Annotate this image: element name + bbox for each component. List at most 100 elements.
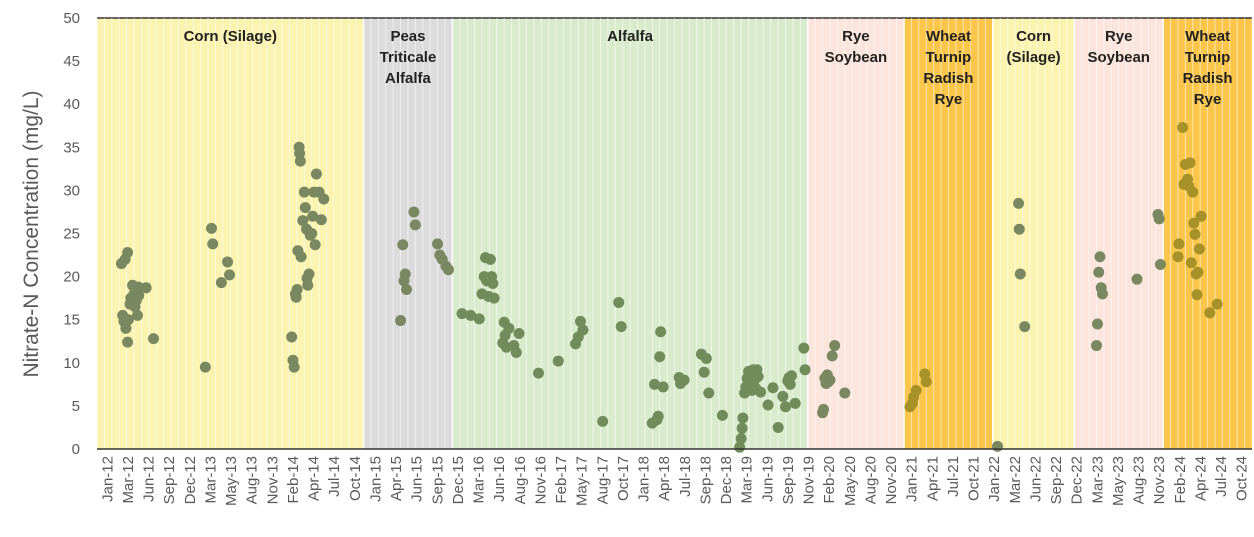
data-point <box>767 382 779 394</box>
x-tick-label: Mar-13 <box>202 456 219 504</box>
data-point <box>992 440 1004 452</box>
x-tick-label: Dec-18 <box>718 456 735 504</box>
crop-label-line: Soybean <box>825 49 888 66</box>
crop-label-line: Rye <box>1194 91 1222 108</box>
crop-label-line: Radish <box>923 70 973 87</box>
crop-label-line: Corn <box>1016 28 1051 45</box>
x-tick-label: Mar-16 <box>471 456 488 504</box>
y-tick-label: 25 <box>63 226 80 243</box>
x-tick-label: Jul-21 <box>945 456 962 497</box>
crop-label-line: Turnip <box>1185 49 1231 66</box>
data-point <box>207 238 219 250</box>
data-point <box>1014 268 1026 280</box>
crop-label-1: Peas Triticale Alfalfa <box>380 28 437 87</box>
x-tick-label: Aug-20 <box>862 456 879 504</box>
data-point <box>307 210 319 222</box>
vertical-gridlines <box>96 18 1253 449</box>
data-point <box>577 324 589 336</box>
data-point <box>399 268 411 280</box>
data-point <box>734 441 746 453</box>
data-point <box>654 351 666 363</box>
data-point <box>780 401 792 413</box>
x-tick-label: Apr-14 <box>306 456 323 501</box>
x-tick-label: Oct-21 <box>966 456 983 501</box>
data-point <box>698 366 710 378</box>
x-tick-label: May-13 <box>223 456 240 506</box>
data-point <box>655 326 667 338</box>
data-point <box>456 308 468 320</box>
crop-label-4: Wheat Turnip Radish Rye <box>923 28 973 108</box>
data-point <box>1187 186 1199 198</box>
data-point <box>442 264 454 276</box>
x-tick-label: Feb-17 <box>553 456 570 504</box>
y-tick-label: 30 <box>63 182 80 199</box>
data-point <box>408 206 420 218</box>
data-point <box>735 433 747 445</box>
data-point <box>657 381 669 393</box>
crop-label-line: Radish <box>1183 70 1233 87</box>
data-point <box>533 367 545 379</box>
data-point <box>826 350 838 362</box>
data-point <box>488 292 500 304</box>
data-point <box>397 239 409 251</box>
data-point <box>652 410 664 422</box>
crop-label-line: Wheat <box>926 28 971 45</box>
data-point <box>1131 273 1143 285</box>
x-tick-label: Nov-16 <box>532 456 549 504</box>
data-point <box>303 268 315 280</box>
data-point <box>818 403 830 415</box>
data-point <box>736 422 748 434</box>
x-tick-label: Oct-24 <box>1234 456 1251 501</box>
data-point <box>762 399 774 411</box>
data-point <box>484 253 496 265</box>
data-point <box>310 168 322 180</box>
x-tick-label: Mar-12 <box>120 456 137 504</box>
data-point <box>1188 217 1200 229</box>
x-tick-label: Feb-14 <box>285 456 302 504</box>
data-point <box>798 342 810 354</box>
y-tick-label: 10 <box>63 355 80 372</box>
data-point <box>215 277 227 289</box>
crop-label-line: Rye <box>1105 28 1133 45</box>
crop-label-line: Alfalfa <box>607 28 654 45</box>
x-tick-label: Jun-16 <box>491 456 508 502</box>
data-point <box>615 321 627 333</box>
data-point <box>315 214 327 226</box>
x-tick-label: Sep-22 <box>1048 456 1065 504</box>
data-points <box>115 121 1223 453</box>
x-tick-label: Aug-17 <box>594 456 611 504</box>
data-point <box>829 340 841 352</box>
x-tick-label: Mar-19 <box>739 456 756 504</box>
x-tick-label: Feb-24 <box>1172 456 1189 504</box>
data-point <box>1092 318 1104 330</box>
x-axis-ticks: Jan-12 Mar-12 Jun-12 Sep-12 Dec-12 Mar-13 May-… <box>99 456 1250 506</box>
data-point <box>148 333 160 345</box>
data-point <box>400 284 412 296</box>
data-point <box>409 219 421 231</box>
x-tick-label: Jun-12 <box>141 456 158 502</box>
x-tick-label: Aug-13 <box>244 456 261 504</box>
data-point <box>613 296 625 308</box>
data-point <box>1191 289 1203 301</box>
x-tick-label: Jun-19 <box>759 456 776 502</box>
x-tick-label: Nov-19 <box>801 456 818 504</box>
x-tick-label: Apr-24 <box>1192 456 1209 501</box>
x-tick-label: Dec-15 <box>450 456 467 504</box>
x-tick-label: Jul-18 <box>677 456 694 497</box>
x-tick-label: Jul-14 <box>326 456 343 497</box>
x-tick-label: Sep-12 <box>161 456 178 504</box>
x-tick-label: Jan-18 <box>636 456 653 502</box>
data-point <box>597 415 609 427</box>
data-point <box>222 256 234 268</box>
data-point <box>1013 197 1025 209</box>
x-tick-label: Apr-21 <box>924 456 941 501</box>
x-tick-label: Mar-22 <box>1007 456 1024 504</box>
x-tick-label: Oct-17 <box>615 456 632 501</box>
data-point <box>678 374 690 386</box>
crop-label-5: Corn (Silage) <box>1006 28 1060 66</box>
x-tick-label: Jul-24 <box>1213 456 1230 497</box>
data-point <box>703 387 715 399</box>
data-point <box>772 421 784 433</box>
crop-label-7: Wheat Turnip Radish Rye <box>1183 28 1233 108</box>
data-point <box>1189 228 1201 240</box>
